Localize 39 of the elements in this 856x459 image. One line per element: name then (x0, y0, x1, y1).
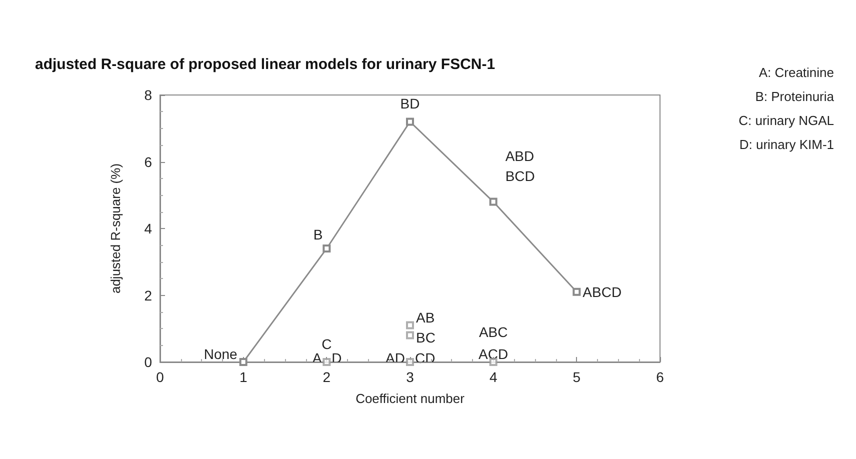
x-tick-label: 6 (656, 369, 664, 385)
point (406, 358, 414, 366)
annotation: BD (400, 96, 420, 112)
point (322, 244, 331, 253)
annotation: BC (416, 329, 436, 346)
x-tick-label: 4 (489, 369, 498, 385)
x-tick-label: 1 (239, 369, 248, 385)
y-tick-label: 0 (144, 354, 152, 370)
text: B: Proteinuria (755, 89, 835, 104)
point (406, 118, 414, 126)
x-tick-label: 5 (572, 369, 581, 385)
y-axis-title: adjusted R-square (%) (108, 163, 123, 294)
annotation: B (313, 226, 323, 243)
text: C: urinary NGAL (738, 113, 834, 128)
text: A: Creatinine (758, 65, 834, 80)
point (406, 331, 414, 340)
point (406, 321, 414, 330)
annotation: None (204, 346, 238, 362)
x-tick-label: 2 (322, 369, 331, 385)
point (239, 358, 248, 366)
annotation: ABC (478, 324, 508, 340)
annotation: C (322, 336, 332, 352)
annotation: ABD (505, 148, 534, 164)
x-axis-title: Coefficient number (356, 391, 466, 406)
point (322, 358, 331, 366)
y-tick-label: 2 (144, 287, 152, 304)
y-tick-label: 6 (144, 154, 152, 170)
annotation: BCD (505, 168, 535, 184)
point (572, 288, 581, 296)
x-tick-label: 3 (406, 369, 414, 385)
annotation: ABCD (582, 284, 622, 300)
annotation: ACD (478, 346, 508, 362)
x-tick-label: 0 (156, 369, 164, 385)
point (489, 198, 498, 206)
chart-title: adjusted R-square of proposed linear models for urinary FSCN-1 (35, 56, 496, 73)
annotation: AB (416, 309, 435, 326)
y-tick-label: 4 (144, 220, 152, 236)
y-tick-label: 8 (144, 87, 152, 103)
text: D: urinary KIM-1 (739, 137, 834, 152)
